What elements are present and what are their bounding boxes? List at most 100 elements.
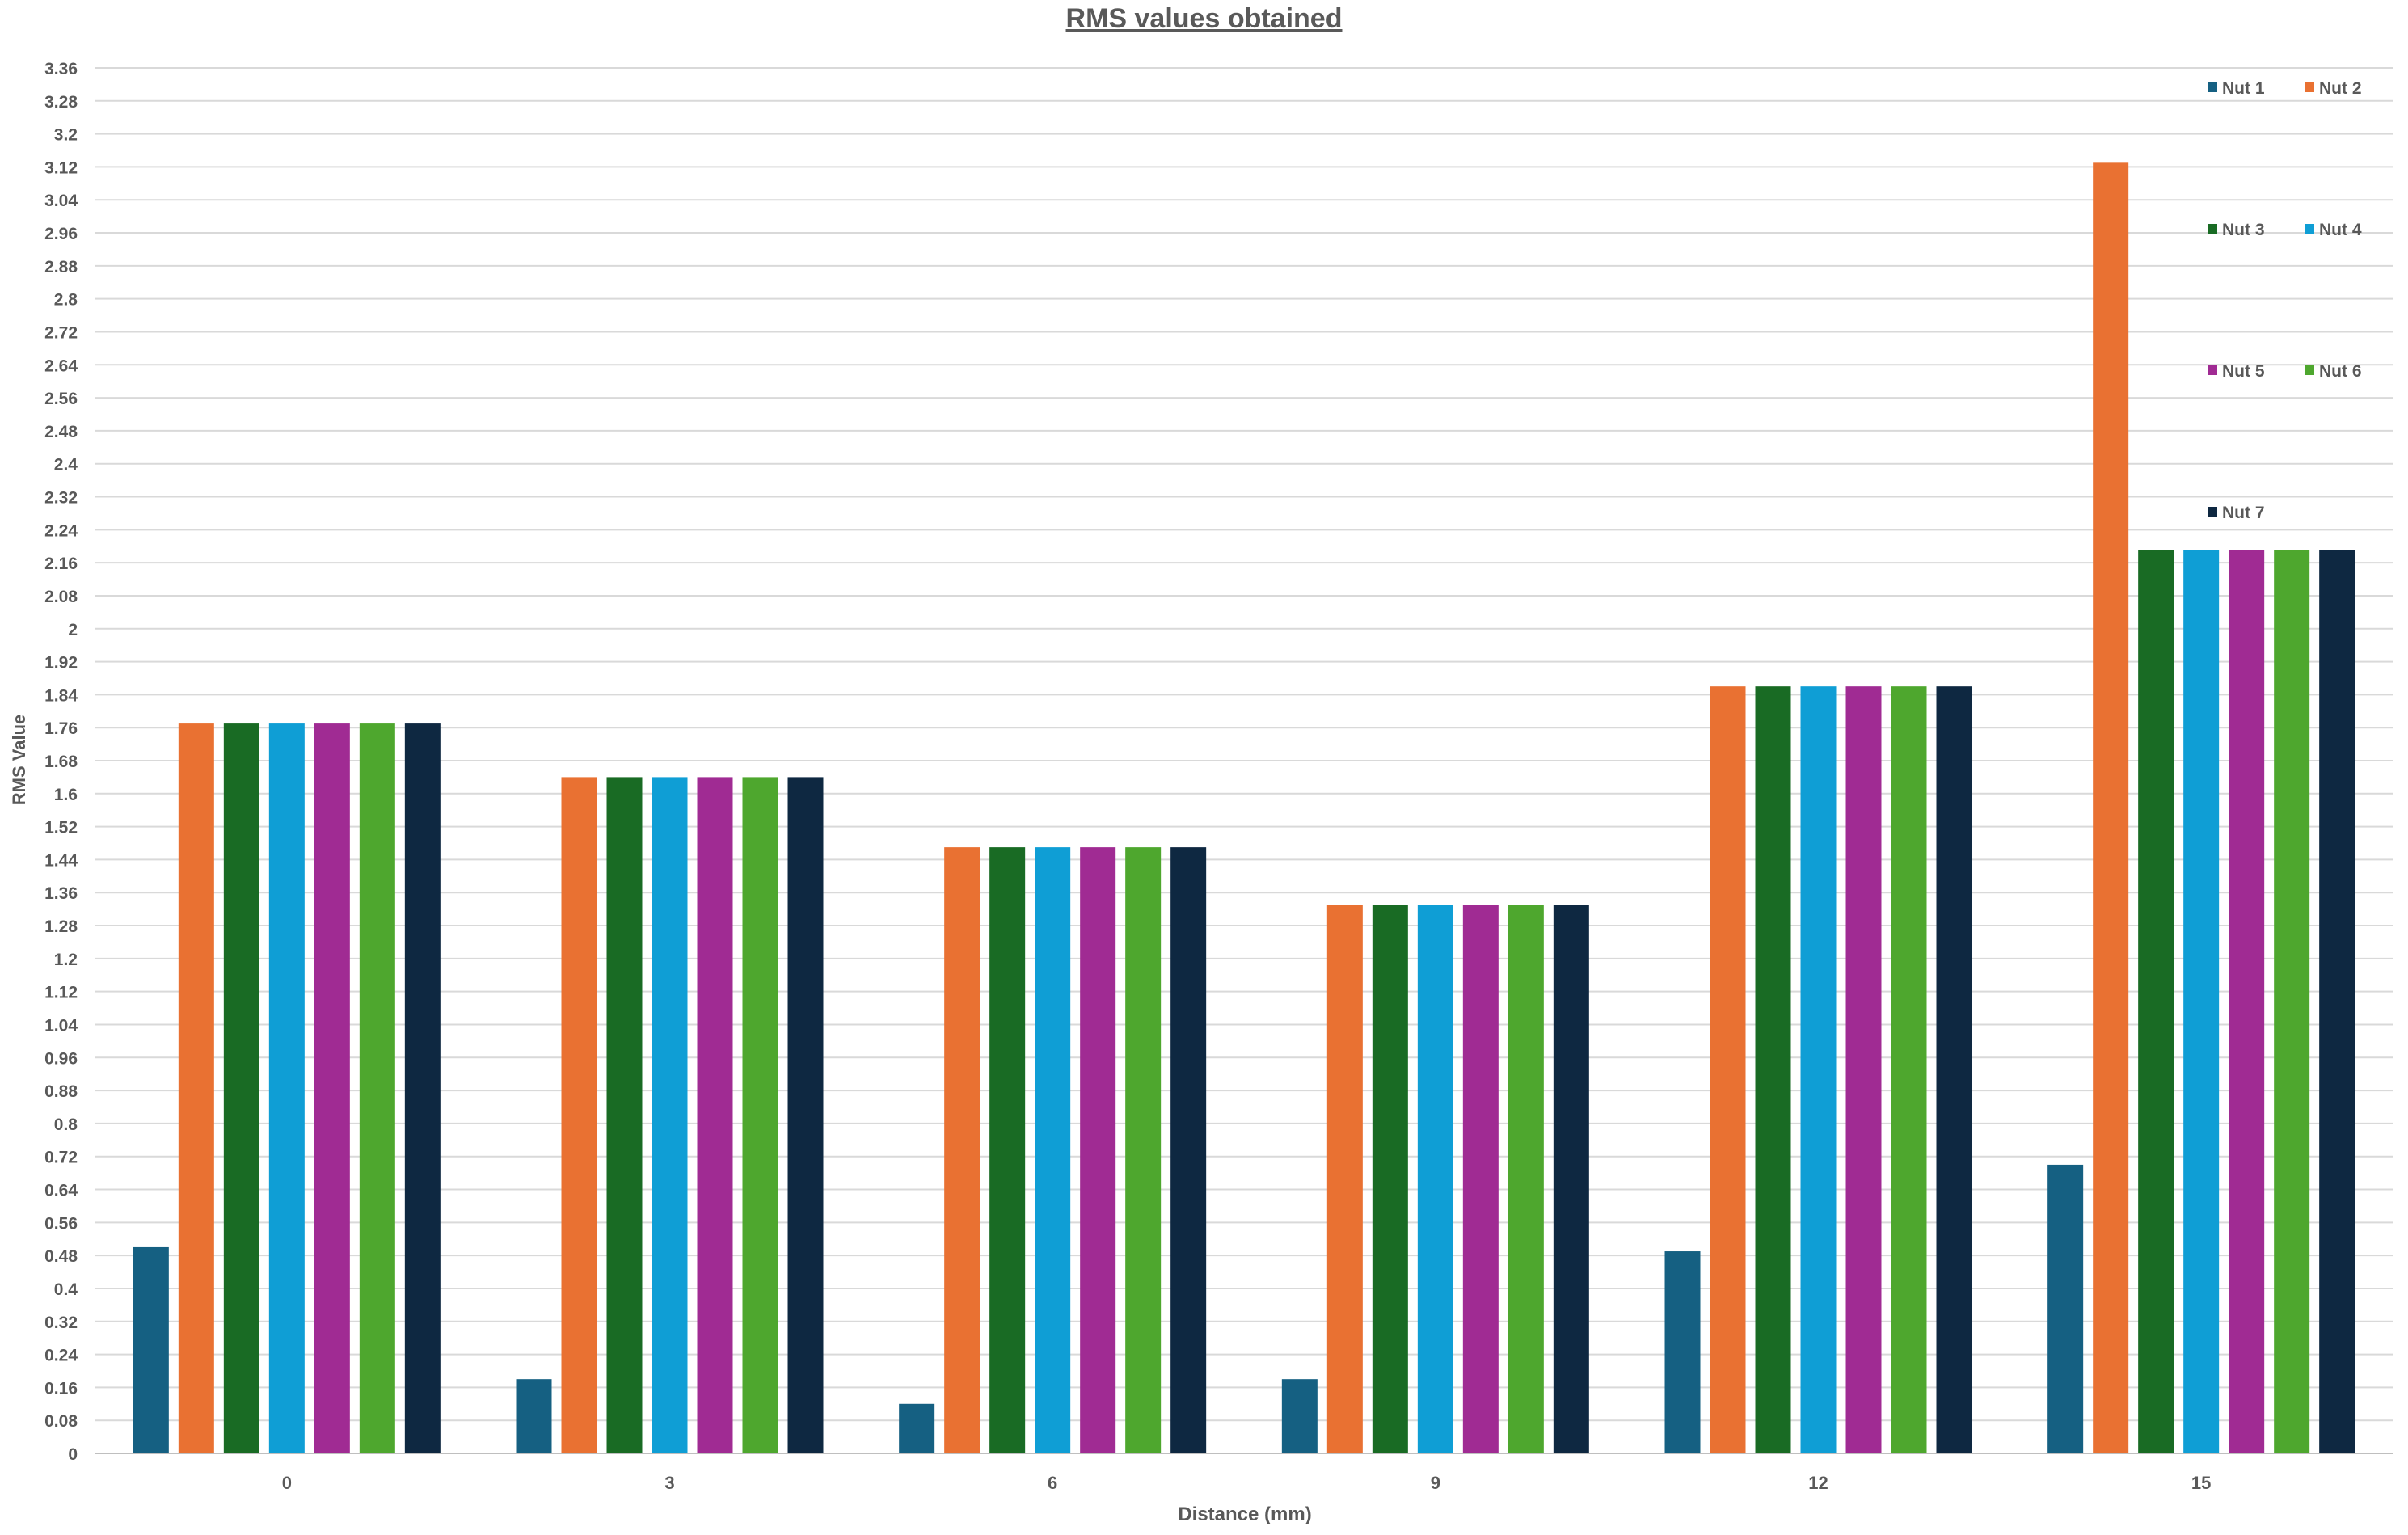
y-tick-label: 3.04 [44,192,78,210]
y-tick-label: 0.48 [44,1247,78,1266]
bar [1326,905,1363,1453]
y-tick-label: 2.72 [44,323,78,342]
legend-swatch [2208,82,2217,92]
bar [178,723,214,1453]
y-tick-label: 0.96 [44,1049,78,1068]
y-tick-label: 2.48 [44,423,78,441]
y-tick-label: 3.28 [44,93,78,112]
y-tick-label: 1.6 [54,786,78,804]
bar [2229,550,2265,1453]
y-tick-label: 1.44 [44,851,78,870]
y-tick-label: 0.08 [44,1412,78,1431]
y-tick-label: 2 [68,621,78,639]
y-tick-label: 0.8 [54,1115,78,1134]
bar [223,723,259,1453]
y-tick-label: 3.2 [54,126,78,145]
legend-swatch [2305,224,2314,234]
legend-label: Nut 6 [2319,362,2362,381]
bar [1508,905,1544,1453]
y-tick-label: 1.12 [44,984,78,1002]
x-tick-label: 0 [282,1473,292,1493]
y-tick-label: 1.92 [44,654,78,673]
bar [1800,686,1837,1453]
y-tick-label: 2.24 [44,521,78,540]
legend-swatch [2208,365,2217,375]
y-tick-label: 1.84 [44,686,78,705]
bar [1080,847,1116,1453]
y-tick-label: 1.2 [54,951,78,969]
y-tick-label: 2.32 [44,489,78,508]
x-tick-label: 15 [2191,1473,2211,1493]
x-tick-label: 9 [1431,1473,1440,1493]
y-tick-label: 0.64 [44,1182,78,1200]
legend-swatch [2208,507,2217,517]
legend-item: Nut 1 [2208,79,2265,98]
y-tick-label: 0.56 [44,1214,78,1233]
x-axis-title: Distance (mm) [1178,1503,1312,1525]
bar [1372,905,1408,1453]
bar [742,777,778,1453]
bar [1462,905,1499,1453]
y-tick-label: 2.08 [44,588,78,606]
bar [1891,686,1927,1453]
y-tick-label: 3.12 [44,158,78,177]
y-tick-label: 0 [68,1445,78,1464]
y-tick-label: 2.16 [44,555,78,573]
bar [2047,1164,2084,1453]
bar [1845,686,1882,1453]
legend-item: Nut 3 [2208,221,2265,239]
bar [989,847,1026,1453]
bar [1125,847,1162,1453]
bar [404,723,441,1453]
y-tick-label: 0.32 [44,1314,78,1332]
bar [1281,1379,1318,1453]
bar [652,777,688,1453]
bar [2138,550,2174,1453]
legend-label: Nut 7 [2222,504,2265,522]
bar [787,777,824,1453]
bar [1035,847,1071,1453]
bar [133,1246,169,1453]
legend-swatch [2305,82,2314,92]
legend-item: Nut 4 [2305,221,2362,239]
bar [606,777,643,1453]
bar [561,777,597,1453]
x-tick-label: 6 [1048,1473,1057,1493]
y-tick-label: 1.04 [44,1016,78,1035]
legend-item: Nut 6 [2305,362,2362,381]
y-tick-label: 2.56 [44,390,78,408]
y-tick-label: 1.52 [44,819,78,837]
bar [2319,550,2355,1453]
legend-item: Nut 7 [2208,504,2265,522]
bar [697,777,733,1453]
y-tick-label: 2.96 [44,225,78,243]
bar [516,1379,552,1453]
y-tick-label: 1.68 [44,753,78,771]
y-tick-label: 0.16 [44,1379,78,1398]
bar [2093,162,2129,1453]
y-tick-label: 0.72 [44,1149,78,1167]
legend-item: Nut 2 [2305,79,2362,98]
y-tick-label: 2.4 [54,456,78,474]
bar [1170,847,1207,1453]
bar [314,723,350,1453]
legend-label: Nut 3 [2222,221,2265,239]
bar [2274,550,2310,1453]
bar [1417,905,1453,1453]
legend-label: Nut 1 [2222,79,2265,98]
y-tick-label: 1.36 [44,884,78,903]
x-tick-label: 3 [664,1473,674,1493]
bar [944,847,980,1453]
bar [1664,1251,1701,1453]
legend-label: Nut 5 [2222,362,2265,381]
bar [268,723,305,1453]
legend-label: Nut 2 [2319,79,2362,98]
legend-swatch [2305,365,2314,375]
y-tick-label: 2.64 [44,356,78,375]
bar [359,723,395,1453]
bar [899,1403,935,1453]
y-tick-label: 2.8 [54,291,78,310]
bar [1936,686,1972,1453]
x-tick-label: 12 [1808,1473,1828,1493]
